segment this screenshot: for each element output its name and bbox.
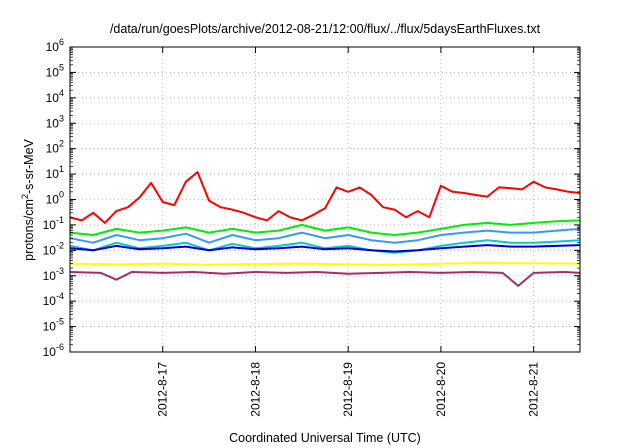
- y-axis-label-part1: protons/cm: [22, 199, 36, 261]
- y-tick-label: 10-2: [43, 240, 64, 257]
- y-tick-label: 10-5: [43, 317, 64, 334]
- y-axis-label-part2: -s-sr-MeV: [22, 138, 36, 194]
- series-line-3: [69, 227, 581, 244]
- y-tick-label: 10-3: [43, 266, 64, 283]
- y-tick-label: 103: [46, 113, 64, 130]
- y-tick-label: 10-6: [43, 342, 64, 359]
- y-axis-label-sup: 2: [20, 194, 30, 199]
- y-axis-ticks: 10-6 10-5 10-4 10-3 10-2 10-1 100 101 102 103 104 1…: [43, 37, 580, 359]
- x-axis-label: Coordinated Universal Time (UTC): [229, 431, 421, 445]
- series-line-5: [69, 244, 581, 253]
- x-tick-label: 2012-8-21: [527, 362, 541, 417]
- series-line-2: [69, 219, 581, 236]
- x-tick-label: 2012-8-18: [248, 362, 262, 417]
- chart-title: /data/run/goesPlots/archive/2012-08-21/1…: [110, 22, 541, 36]
- y-tick-label: 102: [46, 139, 64, 156]
- y-tick-label: 104: [46, 88, 64, 105]
- y-tick-label: 106: [46, 37, 64, 54]
- y-tick-label: 10-4: [43, 291, 64, 308]
- y-axis-label: protons/cm2-s-sr-MeV: [20, 138, 36, 260]
- series-line-6: [69, 261, 581, 266]
- y-tick-label: 105: [46, 62, 64, 79]
- y-tick-label: 101: [46, 164, 64, 181]
- grid-lines: [70, 47, 580, 352]
- x-tick-label: 2012-8-20: [434, 362, 448, 417]
- y-tick-label: 100: [46, 190, 64, 207]
- x-tick-label: 2012-8-17: [156, 362, 170, 417]
- series-group: [69, 171, 581, 287]
- x-tick-label: 2012-8-19: [341, 362, 355, 417]
- x-axis-ticks: 2012-8-17 2012-8-18 2012-8-19 2012-8-20 2012…: [156, 47, 541, 417]
- y-tick-label: 10-1: [43, 215, 64, 232]
- series-line-7: [69, 271, 581, 287]
- series-line-1: [69, 171, 581, 224]
